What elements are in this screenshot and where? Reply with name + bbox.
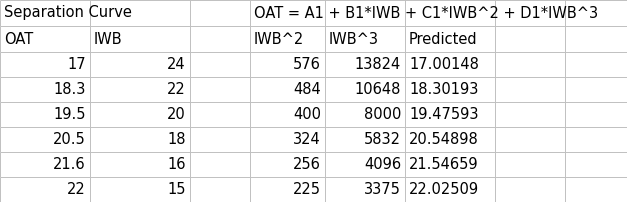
- Text: OAT = A1 + B1*IWB + C1*IWB^2 + D1*IWB^3: OAT = A1 + B1*IWB + C1*IWB^2 + D1*IWB^3: [254, 5, 598, 20]
- Text: IWB: IWB: [94, 32, 123, 46]
- Text: 10648: 10648: [355, 82, 401, 97]
- Text: 17.00148: 17.00148: [409, 57, 479, 72]
- Text: 484: 484: [293, 82, 321, 97]
- Text: 20: 20: [167, 107, 186, 122]
- Text: IWB^3: IWB^3: [329, 32, 379, 46]
- Text: 3375: 3375: [364, 182, 401, 197]
- Text: IWB^2: IWB^2: [254, 32, 304, 46]
- Text: 13824: 13824: [355, 57, 401, 72]
- Text: 20.54898: 20.54898: [409, 132, 479, 147]
- Text: 19.5: 19.5: [53, 107, 86, 122]
- Text: 16: 16: [167, 157, 186, 172]
- Text: 576: 576: [293, 57, 321, 72]
- Text: 20.5: 20.5: [53, 132, 86, 147]
- Text: 225: 225: [293, 182, 321, 197]
- Text: 24: 24: [167, 57, 186, 72]
- Text: 21.6: 21.6: [53, 157, 86, 172]
- Text: 324: 324: [293, 132, 321, 147]
- Text: Separation Curve: Separation Curve: [4, 5, 132, 20]
- Text: 400: 400: [293, 107, 321, 122]
- Text: OAT: OAT: [4, 32, 33, 46]
- Text: 22.02509: 22.02509: [409, 182, 479, 197]
- Text: 22: 22: [67, 182, 86, 197]
- Text: 19.47593: 19.47593: [409, 107, 478, 122]
- Text: 22: 22: [167, 82, 186, 97]
- Text: 256: 256: [293, 157, 321, 172]
- Text: 5832: 5832: [364, 132, 401, 147]
- Text: 8000: 8000: [364, 107, 401, 122]
- Text: 21.54659: 21.54659: [409, 157, 478, 172]
- Text: 17: 17: [67, 57, 86, 72]
- Text: 4096: 4096: [364, 157, 401, 172]
- Text: 18.30193: 18.30193: [409, 82, 478, 97]
- Text: Predicted: Predicted: [409, 32, 478, 46]
- Text: 18: 18: [167, 132, 186, 147]
- Text: 15: 15: [167, 182, 186, 197]
- Text: 18.3: 18.3: [54, 82, 86, 97]
